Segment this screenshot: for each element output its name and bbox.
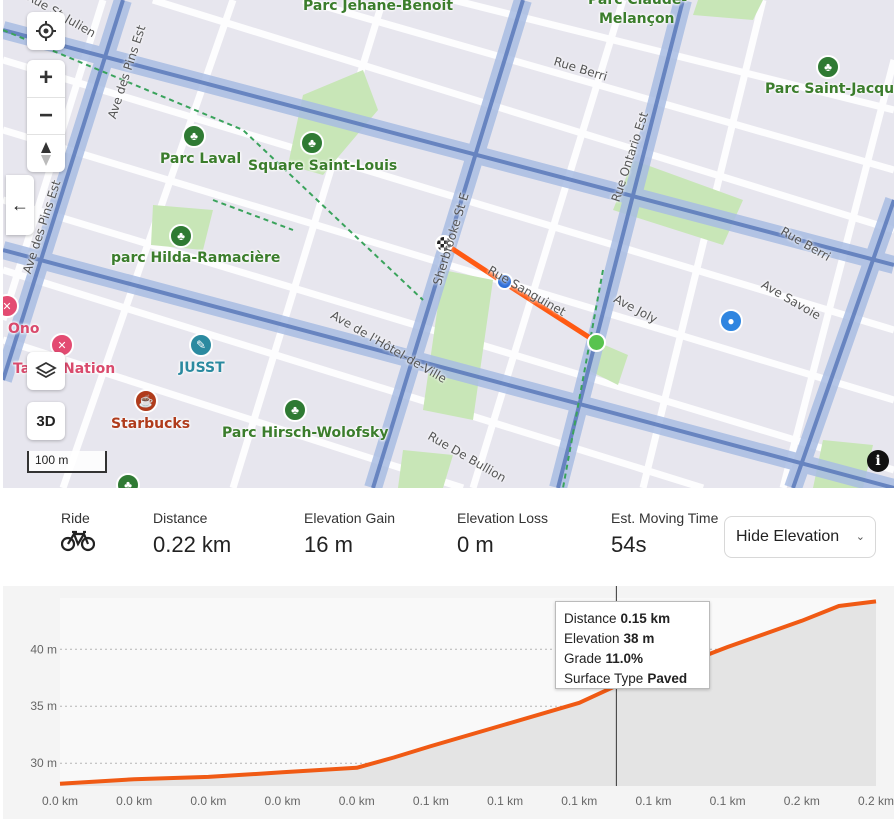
park-label: Parc Jehane-Benoit (303, 0, 454, 14)
zoom-out-button[interactable]: − (27, 98, 65, 136)
poi-label-jusst: JUSST (179, 360, 225, 376)
tooltip-label: Distance (564, 611, 617, 626)
zoom-controls: + − (27, 60, 65, 172)
x-tick-label: 0.1 km (635, 794, 671, 808)
coffee-icon: ☕ (134, 389, 158, 413)
tree-icon: ♣ (169, 224, 193, 248)
x-tick-label: 0.2 km (858, 794, 894, 808)
route-cursor-dot (496, 273, 513, 290)
layers-icon (35, 361, 57, 379)
x-tick-label: 0.0 km (339, 794, 375, 808)
bicycle-icon (60, 530, 96, 552)
locate-me-button[interactable] (27, 12, 65, 50)
tree-icon: ♣ (816, 55, 840, 79)
park-label: Parc Saint-Jacques (765, 81, 894, 97)
minus-icon: − (38, 102, 53, 129)
x-tick-label: 0.1 km (561, 794, 597, 808)
elevation-line (59, 599, 877, 786)
park-label: Square Saint-Louis (248, 158, 398, 174)
arrow-left-icon: ← (11, 194, 29, 215)
poi-label-ta: Ta (13, 361, 31, 377)
stat-value: 0 m (457, 532, 494, 557)
route-start-marker[interactable] (587, 333, 606, 352)
map-scale: 100 m (27, 451, 107, 473)
tree-icon: ♣ (116, 473, 140, 488)
tooltip-label: Surface Type (564, 671, 644, 686)
elevation-area (60, 601, 876, 786)
park-label: parc Hilda-Ramacière (111, 250, 281, 266)
stat-value: 54s (611, 532, 647, 557)
hide-elevation-label: Hide Elevation (736, 528, 840, 545)
layers-button[interactable] (27, 352, 65, 390)
stat-value: 16 m (304, 532, 353, 557)
park-label: Parc Hirsch-Wolofsky (222, 425, 389, 441)
stat-label: Ride (61, 510, 90, 526)
poi-label-ono: Ono (8, 321, 40, 337)
tooltip-value: 0.15 km (620, 611, 671, 626)
tooltip-value: 38 m (623, 631, 655, 646)
tooltip-label: Grade (564, 651, 602, 666)
x-tick-label: 0.2 km (784, 794, 820, 808)
stat-label: Elevation Loss (457, 510, 549, 526)
park-label: Parc Claude- (588, 0, 688, 8)
compass-button[interactable] (27, 135, 65, 172)
zoom-in-button[interactable]: + (27, 60, 65, 98)
wrench-icon: ✎ (189, 333, 213, 357)
x-tick-label: 0.0 km (190, 794, 226, 808)
stat-elevation-loss: Elevation Loss 0 m (457, 510, 548, 558)
x-tick-label: 0.1 km (710, 794, 746, 808)
route-stats-bar: Ride Distance 0.22 km Elevation Gain 16 … (3, 488, 894, 586)
compass-icon (41, 141, 51, 166)
x-tick-label: 0.1 km (413, 794, 449, 808)
stat-label: Distance (153, 510, 208, 526)
tree-icon: ♣ (300, 131, 324, 155)
tooltip-value: 11.0% (605, 651, 644, 666)
y-tick-label: 35 m (30, 699, 57, 713)
elevation-chart[interactable]: 40 m 35 m 30 m 0.0 km 0.0 km 0.0 km 0.0 km 0.0 … (3, 586, 894, 819)
y-tick-label: 40 m (30, 642, 57, 656)
stat-label: Est. Moving Time (611, 510, 719, 526)
restaurant-icon: ✕ (3, 294, 19, 318)
route-end-flag-icon (435, 235, 453, 253)
tree-icon: ♣ (182, 124, 206, 148)
tooltip-value: Paved (647, 671, 688, 686)
x-tick-label: 0.0 km (42, 794, 78, 808)
chevron-down-icon: ⌄ (855, 531, 865, 543)
park-label: Melançon (599, 11, 675, 27)
info-button[interactable]: i (867, 450, 889, 472)
elevation-chart-svg: 40 m 35 m 30 m 0.0 km 0.0 km 0.0 km 0.0 km 0.0 … (30, 586, 894, 808)
collapse-panel-button[interactable]: ← (6, 175, 34, 235)
crosshair-icon (36, 21, 56, 41)
x-tick-label: 0.0 km (265, 794, 301, 808)
tooltip-label: Elevation (564, 631, 620, 646)
poi-label-starbucks: Starbucks (111, 416, 191, 432)
hide-elevation-dropdown[interactable]: Hide Elevation ⌄ (724, 516, 876, 558)
route-map[interactable]: ♣ ♣ ♣ ♣ ♣ ♣ ✎ ☕ ✕ ● ✕ Parc Jehane-Benoit… (3, 0, 894, 488)
map-canvas (3, 0, 894, 488)
stat-value: 0.22 km (153, 532, 232, 557)
stat-moving-time: Est. Moving Time 54s (611, 510, 723, 558)
poi-label-nation: Nation (63, 361, 116, 377)
x-tick-label: 0.1 km (487, 794, 523, 808)
stat-ride: Ride (60, 510, 96, 557)
stat-distance: Distance 0.22 km (153, 510, 231, 558)
y-tick-label: 30 m (30, 756, 57, 770)
x-tick-label: 0.0 km (116, 794, 152, 808)
stat-label: Elevation Gain (304, 510, 396, 526)
park-label: Parc Laval (160, 151, 242, 167)
stat-elevation-gain: Elevation Gain 16 m (304, 510, 395, 558)
water-drop-icon: ● (719, 309, 743, 333)
toggle-3d-button[interactable]: 3D (27, 402, 65, 440)
tree-icon: ♣ (283, 398, 307, 422)
elevation-tooltip: Distance 0.15 km Elevation 38 m Grade 11.0%… (555, 601, 710, 689)
plus-icon: + (38, 64, 53, 92)
